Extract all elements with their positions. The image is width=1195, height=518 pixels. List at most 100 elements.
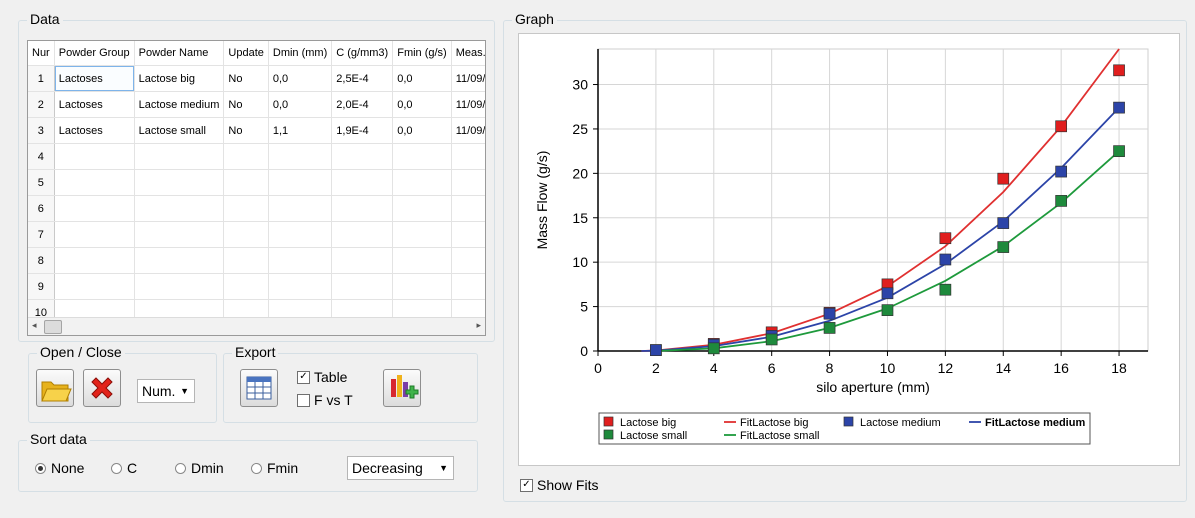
table-row[interactable]: 9 (28, 273, 485, 300)
table-cell[interactable] (331, 221, 394, 248)
table-cell[interactable] (134, 169, 225, 196)
table-cell[interactable] (392, 169, 452, 196)
table-cell[interactable]: Lactoses (54, 117, 135, 144)
row-number-cell[interactable]: 7 (28, 221, 55, 248)
table-cell[interactable] (223, 221, 269, 248)
scroll-right-icon[interactable]: ▸ (476, 320, 481, 330)
table-cell[interactable] (223, 273, 269, 300)
table-cell[interactable] (134, 143, 225, 170)
table-cell[interactable] (54, 143, 135, 170)
row-number-cell[interactable]: 8 (28, 247, 55, 274)
table-cell[interactable] (331, 143, 394, 170)
sort-radio-none[interactable]: None (35, 460, 84, 476)
table-row[interactable]: 7 (28, 221, 485, 248)
table-cell[interactable]: Lactose small (134, 117, 225, 144)
table-cell[interactable] (331, 247, 394, 274)
table-cell[interactable]: Lactoses (54, 91, 135, 118)
table-cell[interactable] (223, 247, 269, 274)
table-cell[interactable] (392, 221, 452, 248)
radio-dot[interactable] (35, 462, 46, 474)
row-number-cell[interactable]: 3 (28, 117, 55, 144)
table-cell[interactable]: 11/09/ (451, 91, 485, 118)
export-chart-button[interactable] (383, 369, 421, 407)
table-cell[interactable] (268, 169, 333, 196)
column-header[interactable]: Powder Name (134, 41, 225, 66)
row-number-cell[interactable]: 4 (28, 143, 55, 170)
table-cell[interactable] (392, 143, 452, 170)
table-cell[interactable]: No (223, 65, 269, 92)
open-button[interactable] (36, 369, 74, 407)
table-cell[interactable]: 11/09/ (451, 65, 485, 92)
table-cell[interactable] (451, 169, 485, 196)
radio-dot[interactable] (175, 462, 186, 474)
radio-dot[interactable] (111, 462, 122, 474)
table-cell[interactable] (54, 195, 135, 222)
table-cell[interactable]: 2,0E-4 (331, 91, 394, 118)
table-row[interactable]: 8 (28, 247, 485, 274)
export-table-button[interactable] (240, 369, 278, 407)
table-cell[interactable]: 0,0 (392, 117, 452, 144)
table-row[interactable]: 2 Lactoses Lactose medium No 0,0 2,0E-4 0,0 11/… (28, 91, 485, 118)
column-header[interactable]: Dmin (mm) (268, 41, 333, 66)
table-cell[interactable] (134, 195, 225, 222)
table-cell[interactable]: No (223, 91, 269, 118)
table-row[interactable]: 1 Lactoses Lactose big No 0,0 2,5E-4 0,0 11/09/ (28, 65, 485, 92)
table-cell[interactable] (392, 247, 452, 274)
table-cell[interactable]: 0,0 (268, 91, 333, 118)
sort-radio-dmin[interactable]: Dmin (175, 460, 224, 476)
table-cell[interactable]: Lactose medium (134, 91, 225, 118)
table-cell[interactable] (223, 143, 269, 170)
scroll-left-icon[interactable]: ◂ (32, 320, 37, 330)
table-cell[interactable] (134, 273, 225, 300)
table-cell[interactable] (451, 247, 485, 274)
table-cell[interactable] (331, 169, 394, 196)
column-header[interactable]: C (g/mm3) (331, 41, 394, 66)
table-row[interactable]: 6 (28, 195, 485, 222)
table-cell[interactable] (392, 195, 452, 222)
table-cell[interactable]: 2,5E-4 (331, 65, 394, 92)
table-cell[interactable] (451, 273, 485, 300)
table-cell[interactable]: 1,9E-4 (331, 117, 394, 144)
table-checkbox[interactable]: ✓ Table (297, 369, 347, 385)
table-cell[interactable] (268, 221, 333, 248)
table-row[interactable]: 3 Lactoses Lactose small No 1,1 1,9E-4 0,0 11/0… (28, 117, 485, 144)
table-cell[interactable] (223, 195, 269, 222)
table-cell[interactable] (451, 195, 485, 222)
table-cell[interactable]: No (223, 117, 269, 144)
checkbox-box[interactable] (297, 393, 310, 407)
sort-radio-c[interactable]: C (111, 460, 137, 476)
table-cell[interactable] (134, 221, 225, 248)
scroll-thumb[interactable] (44, 320, 62, 334)
table-cell[interactable]: Lactose big (134, 65, 225, 92)
table-cell[interactable]: 11/09/ (451, 117, 485, 144)
table-cell[interactable] (54, 169, 135, 196)
data-grid[interactable]: Nur Powder Group Powder Name Update Dmin (mm… (27, 40, 486, 336)
table-cell[interactable] (451, 143, 485, 170)
table-row[interactable]: 4 (28, 143, 485, 170)
delete-button[interactable] (83, 369, 121, 407)
table-cell[interactable]: 0,0 (392, 91, 452, 118)
table-cell[interactable] (268, 195, 333, 222)
table-cell[interactable]: 1,1 (268, 117, 333, 144)
table-cell[interactable] (134, 247, 225, 274)
column-header[interactable]: Powder Group (54, 41, 135, 66)
table-cell[interactable] (223, 169, 269, 196)
column-header[interactable]: Nur (28, 41, 55, 66)
table-cell[interactable] (331, 273, 394, 300)
table-cell[interactable] (392, 273, 452, 300)
row-number-cell[interactable]: 2 (28, 91, 55, 118)
show-fits-checkbox[interactable]: ✓ Show Fits (520, 477, 598, 493)
checkbox-box[interactable]: ✓ (297, 370, 310, 384)
table-cell[interactable]: 0,0 (268, 65, 333, 92)
column-header[interactable]: Fmin (g/s) (392, 41, 452, 66)
column-header[interactable]: Meas. I (451, 41, 485, 66)
table-cell[interactable] (54, 221, 135, 248)
horizontal-scrollbar[interactable]: ◂ ▸ (28, 317, 485, 335)
radio-dot[interactable] (251, 462, 262, 474)
row-number-cell[interactable]: 6 (28, 195, 55, 222)
table-cell[interactable] (268, 247, 333, 274)
table-cell[interactable] (451, 221, 485, 248)
fvst-checkbox[interactable]: F vs T (297, 392, 353, 408)
table-row[interactable]: 5 (28, 169, 485, 196)
sort-key-select[interactable]: Num. ▼ (137, 379, 195, 403)
